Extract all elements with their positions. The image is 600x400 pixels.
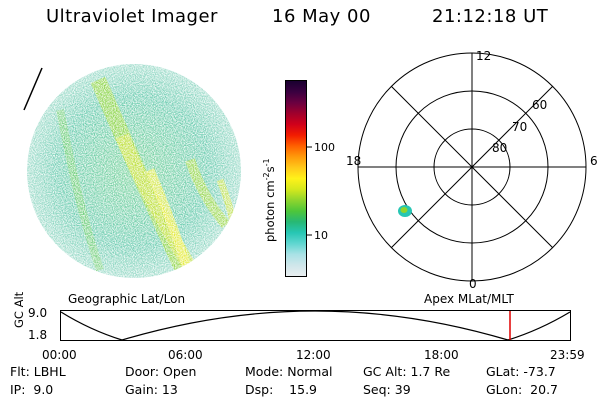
mlt-label-6: 6	[590, 154, 598, 168]
filter-info: Flt: LBHL	[10, 364, 66, 379]
x-tick-2359: 23:59	[550, 348, 585, 362]
gain-info: Gain: 13	[125, 382, 178, 397]
mlt-label-0: 0	[469, 277, 477, 291]
lat-label-60: 60	[532, 98, 547, 112]
glon-info: GLon: 20.7	[486, 382, 558, 397]
timeline-right-title: Apex MLat/MLT	[424, 292, 514, 306]
seq-info: Seq: 39	[363, 382, 411, 397]
glat-info: GLat: -73.7	[486, 364, 556, 379]
x-tick-1800: 18:00	[424, 348, 459, 362]
mode-info: Mode: Normal	[245, 364, 333, 379]
unit-text-2: s	[262, 166, 277, 173]
timeline-left-title: Geographic Lat/Lon	[68, 292, 186, 306]
image-disc	[27, 64, 241, 278]
orientation-line	[23, 67, 43, 111]
mlt-label-18: 18	[346, 154, 361, 168]
colorbar	[285, 80, 307, 277]
x-tick-1200: 12:00	[296, 348, 331, 362]
ip-info: IP: 9.0	[10, 382, 54, 397]
altitude-curve	[60, 310, 571, 341]
colorbar-ticks: 100 10	[307, 141, 335, 242]
timeline-y-label: GC Alt	[12, 291, 26, 328]
unit-text: photon cm	[262, 180, 277, 242]
door-info: Door: Open	[125, 364, 197, 379]
unit-exp-1: -2	[262, 172, 271, 181]
x-tick-0000: 00:00	[42, 348, 77, 362]
gc-alt-info: GC Alt: 1.7 Re	[363, 364, 451, 379]
timeline-y-tick-top: 9.0	[28, 306, 48, 320]
mlt-axis-diag-2	[391, 86, 553, 248]
date-label: 16 May 00	[272, 6, 371, 27]
lat-label-70: 70	[512, 120, 527, 134]
colorbar-gradient	[286, 81, 306, 276]
polar-plot: 12 18 6 0 60 70 80	[346, 49, 598, 291]
unit-exp-2: -1	[262, 158, 271, 167]
instrument-title: Ultraviolet Imager	[46, 6, 218, 27]
timeline-y-tick-bottom: 1.8	[28, 328, 48, 342]
colorbar-tick-100: 100	[314, 141, 335, 154]
lat-label-80: 80	[492, 141, 507, 155]
colorbar-tick-10: 10	[314, 229, 328, 242]
time-label: 21:12:18 UT	[432, 6, 549, 27]
altitude-timeline	[60, 310, 571, 341]
colorbar-unit-label: photon cm-2s-1	[262, 158, 277, 242]
auroral-image	[23, 64, 241, 278]
aurora-patch	[398, 205, 412, 217]
x-tick-0600: 06:00	[168, 348, 203, 362]
mlt-label-12: 12	[476, 49, 491, 63]
dsp-info: Dsp: 15.9	[245, 382, 318, 397]
